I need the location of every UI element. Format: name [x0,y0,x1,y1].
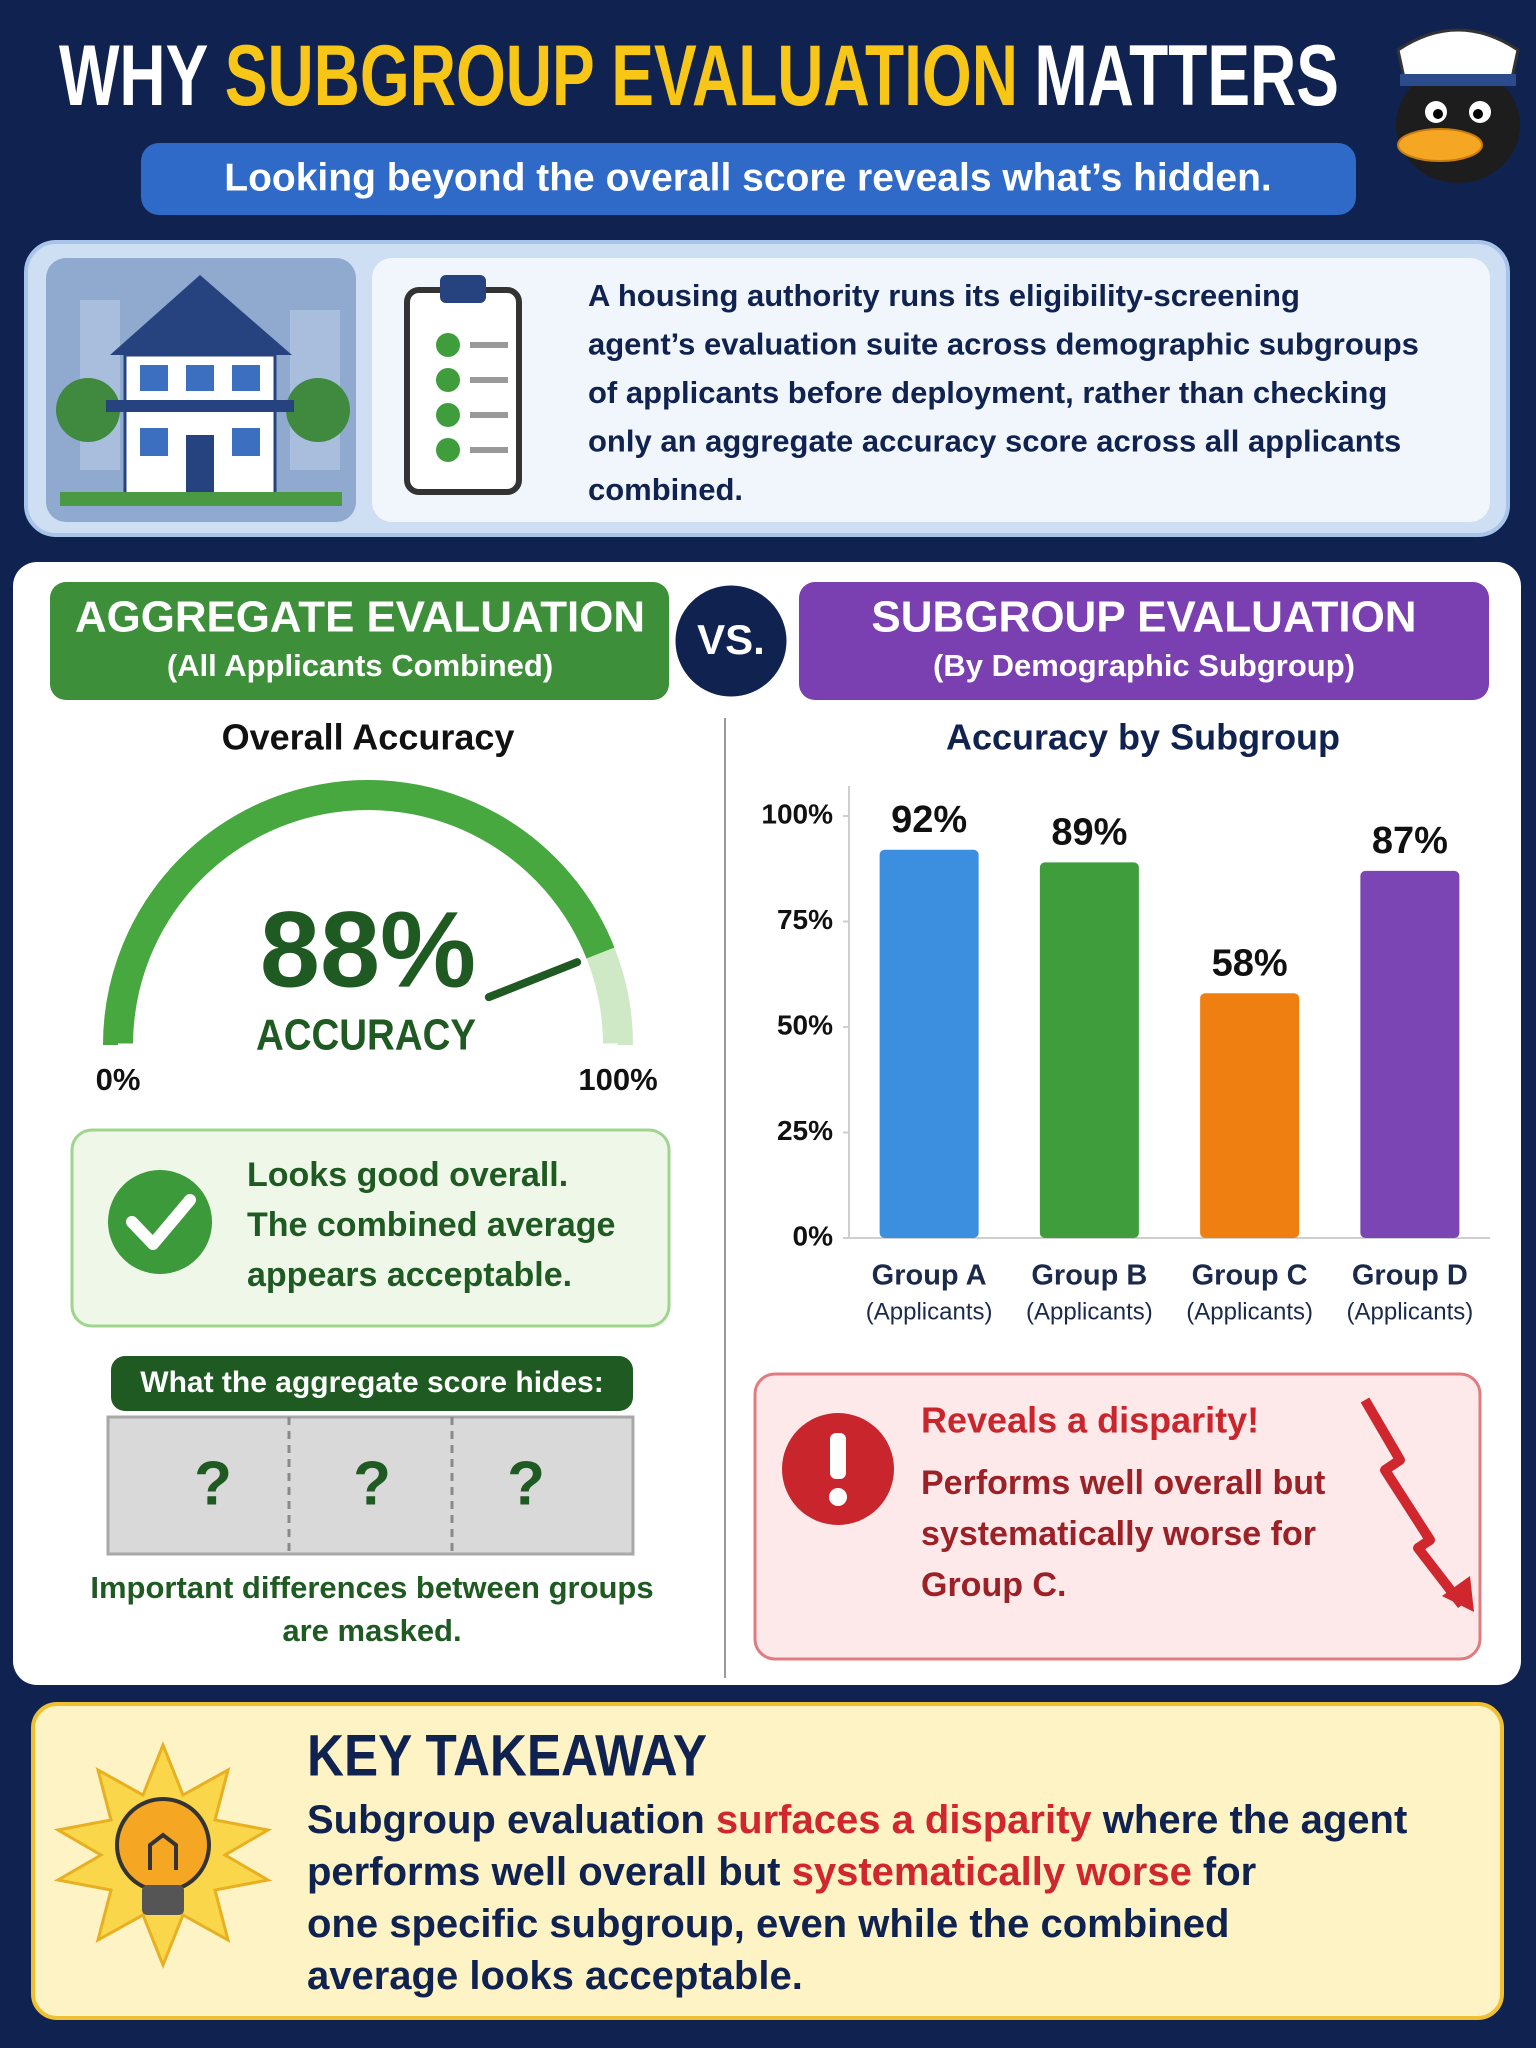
alert-box [753,1372,1482,1661]
x-tick-label: Group C [1192,1260,1308,1292]
title-part: MATTERS [1034,28,1339,124]
title: WHYSUBGROUP EVALUATIONMATTERS [59,28,1339,124]
x-tick-label: Group B [1031,1260,1147,1292]
takeaway-segment: average looks acceptable. [307,1954,803,1998]
alert-line: Performs well overall but [921,1464,1325,1502]
hidden-title-pill [111,1356,633,1411]
bar-value-label: 89% [1051,811,1127,853]
scenario-line: combined. [588,472,743,507]
scenario-line: A housing authority runs its eligibility… [588,278,1300,313]
check-mark [126,1194,196,1250]
chart-title: Accuracy by Subgroup [946,717,1340,758]
y-tick-label: 50% [777,1009,833,1040]
hidden-boxes [106,1415,635,1556]
gauge-arc [103,780,615,1046]
y-tick-label: 0% [793,1220,834,1251]
hidden-mark: ? [507,1449,545,1518]
takeaway-highlight: surfaces a disparity [716,1798,1092,1842]
y-tick-label: 75% [777,904,833,935]
duck-mascot [1396,28,1520,183]
takeaway-segment: one specific subgroup, even while the co… [307,1902,1229,1946]
alert-icon-dot [829,1488,847,1506]
verdict-text: Looks good overall. The combined average a… [247,1156,615,1294]
hidden-note-line: are masked. [282,1613,461,1648]
verdict-line: Looks good overall. [247,1156,568,1194]
hidden-marks: ??? [194,1449,545,1518]
subtitle-pill [141,143,1356,215]
aggregate-subheading: (All Applicants Combined) [167,648,553,683]
charts: Overall Accuracy 0% 100% 88%ACCURACY Accurac… [96,717,1490,1325]
takeaway-line: one specific subgroup, even while the co… [307,1902,1229,1946]
bar-value-label: 92% [891,799,967,841]
hidden-mark: ? [194,1449,232,1518]
vs-badge [670,580,792,702]
takeaway-line: average looks acceptable. [307,1954,803,1998]
takeaway-line: performs well overall but systematically… [307,1850,1256,1894]
scenario-line: agent’s evaluation suite across demograp… [588,327,1419,362]
takeaway-title: KEY TAKEAWAY [307,1723,707,1788]
takeaway-segment: where the agent [1092,1798,1408,1842]
subgroup-subheading: (By Demographic Subgroup) [933,648,1355,683]
gauge-title: Overall Accuracy [222,717,515,758]
gauge-tick-label: 0% [96,1062,141,1097]
y-tick-label: 100% [761,798,833,829]
takeaway-segment: Subgroup evaluation [307,1798,716,1842]
verdict-line: appears acceptable. [247,1256,572,1294]
takeaway-box [31,1702,1504,2020]
hidden-note-line: Important differences between groups [90,1570,653,1605]
gauge-needle [484,958,582,1002]
subgroup-heading: SUBGROUP EVALUATION [871,593,1416,642]
verdict-line: The combined average [247,1206,615,1244]
subgroup-header [799,582,1489,700]
bar [1360,870,1460,1238]
scenario-line: only an aggregate accuracy score across … [588,424,1401,459]
aggregate-heading: AGGREGATE EVALUATION [75,593,645,642]
bar [1200,993,1300,1238]
subtitle: Looking beyond the overall score reveals… [224,156,1272,199]
x-tick-note: (Applicants) [1347,1298,1474,1325]
gauge-value: 88% [260,889,476,1010]
gauge-caption: ACCURACY [256,1011,476,1060]
y-tick-label: 25% [777,1115,833,1146]
scenario-line: of applicants before deployment, rather … [588,375,1387,410]
checklist-illustration [404,275,522,495]
takeaway-text: Subgroup evaluation surfaces a disparity… [307,1798,1407,1998]
decline-arrowhead [1442,1576,1474,1612]
x-tick-note: (Applicants) [1026,1298,1153,1325]
bar-value-label: 87% [1372,820,1448,862]
gauge-tick-label: 100% [578,1062,657,1097]
vs-label: VS. [697,616,765,663]
title-part: WHY [59,28,208,124]
house-illustration [46,258,356,522]
alert-line: Group C. [921,1566,1066,1604]
takeaway-segment: performs well overall but [307,1850,792,1894]
alert-text: Performs well overall but systematically … [921,1464,1325,1604]
alert-line: systematically worse for [921,1515,1316,1553]
hidden-note: Important differences between groups are … [90,1570,653,1648]
x-tick-note: (Applicants) [866,1298,993,1325]
decline-arrow [1360,1397,1466,1609]
hidden-mark: ? [353,1449,391,1518]
aggregate-header [50,582,669,700]
scenario-text: A housing authority runs its eligibility… [588,278,1419,507]
takeaway-line: Subgroup evaluation surfaces a disparity… [307,1798,1407,1842]
scenario-text-panel [372,258,1490,522]
bar-value-label: 58% [1212,942,1288,984]
bar [1039,862,1139,1238]
takeaway-highlight: systematically worse [792,1850,1192,1894]
bar [879,849,979,1238]
takeaway-segment: for [1192,1850,1256,1894]
bulb-icon [53,1740,273,1970]
check-icon [108,1170,212,1274]
title-highlight: SUBGROUP EVALUATION [225,28,1018,124]
x-tick-note: (Applicants) [1186,1298,1313,1325]
verdict-box [70,1128,671,1328]
alert-title: Reveals a disparity! [921,1400,1259,1441]
x-tick-label: Group D [1352,1260,1468,1292]
hidden-title: What the aggregate score hides: [140,1366,603,1399]
x-tick-label: Group A [872,1260,987,1292]
alert-icon-bar [830,1433,846,1479]
